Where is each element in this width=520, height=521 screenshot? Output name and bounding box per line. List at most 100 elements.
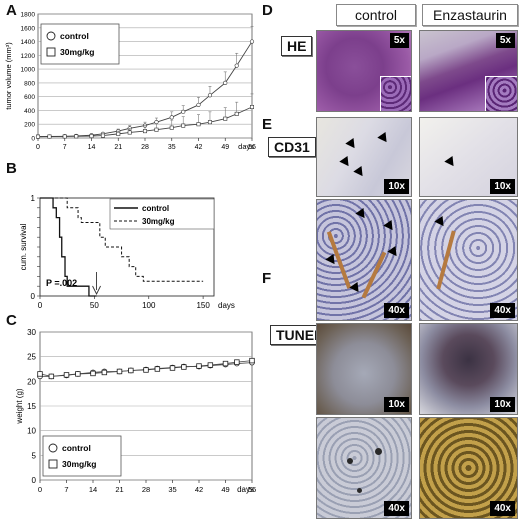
data-point xyxy=(128,367,134,374)
x-tick-label: 21 xyxy=(114,144,122,151)
x-tick-label: 49 xyxy=(221,485,229,494)
mag-label: 5x xyxy=(389,33,409,48)
legend: control 30mg/kg xyxy=(42,435,122,477)
cd31-control-10x-image: 10x xyxy=(316,117,412,197)
survival-chart: 0 1 0 50 100 150 days cum. survival P =.002 contr… xyxy=(19,194,235,310)
data-point xyxy=(234,111,239,116)
data-point xyxy=(127,130,132,135)
y-tick-label: 400 xyxy=(24,108,35,115)
he-enzastaurin-inset xyxy=(484,76,517,111)
cd31-enzastaurin-10x-image: 10x xyxy=(419,117,518,197)
x-tick-label: 14 xyxy=(89,485,97,494)
mag-label: 5x xyxy=(495,33,515,48)
y-tick-label: 20 xyxy=(27,377,36,386)
x-tick-label: 56 xyxy=(248,485,256,494)
mag-label: 40x xyxy=(490,501,515,516)
mag-label: 10x xyxy=(490,179,515,194)
data-point xyxy=(223,80,228,85)
mag-label: 10x xyxy=(490,397,515,412)
x-tick-label: 42 xyxy=(195,485,203,494)
data-point xyxy=(207,362,214,368)
y-tick-label: 25 xyxy=(27,353,36,362)
data-point xyxy=(116,131,121,136)
x-tick-label: 150 xyxy=(196,301,210,310)
x-axis-label: days xyxy=(218,301,235,310)
vessel-stain xyxy=(436,230,456,290)
legend-marker-30mg xyxy=(48,459,58,469)
row-label-tunel: TUNEL xyxy=(270,325,329,345)
y-axis-label: weight (g) xyxy=(15,388,24,424)
y-tick-label: 15 xyxy=(27,402,36,411)
legend-marker-control xyxy=(46,31,56,41)
y-tick-label: 0 xyxy=(31,292,36,301)
tunel-control-40x-image: 40x xyxy=(316,417,412,519)
x-tick-label: 21 xyxy=(115,485,123,494)
survival-curve-0 xyxy=(40,197,97,297)
data-point xyxy=(196,122,201,127)
arrow-head-icon xyxy=(92,285,101,296)
arrowhead-icon xyxy=(444,155,458,170)
x-tick-label: 50 xyxy=(90,301,99,310)
legend-label-30mg: 30mg/kg xyxy=(62,459,97,469)
y-tick-label: 1800 xyxy=(21,12,36,19)
data-point xyxy=(169,125,174,130)
data-point xyxy=(223,116,228,121)
x-tick-label: 35 xyxy=(168,144,176,151)
legend-label-control: control xyxy=(60,31,89,41)
arrowhead-icon xyxy=(349,281,363,296)
y-tick-label: 30 xyxy=(27,328,36,337)
y-tick-label: 1600 xyxy=(21,25,36,32)
he-control-image: 5x xyxy=(316,30,412,112)
y-tick-label: 0 xyxy=(31,136,35,143)
mag-label: 40x xyxy=(384,303,409,318)
mag-label: 40x xyxy=(384,501,409,516)
tumor-volume-chart: 0 200 400 600 800 1000 1200 1400 1600 1800 0 7 14 21 2… xyxy=(4,12,256,152)
x-tick-label: 7 xyxy=(63,144,67,151)
arrowhead-icon xyxy=(355,207,369,222)
data-point xyxy=(48,373,55,380)
x-tick-label: 49 xyxy=(221,144,229,151)
panel-letter-f: F xyxy=(262,270,272,287)
data-point xyxy=(143,129,148,134)
data-point xyxy=(90,370,96,377)
data-point xyxy=(169,115,174,120)
legend-label-control: control xyxy=(142,204,169,213)
mag-label: 10x xyxy=(384,397,409,412)
x-tick-label: 0 xyxy=(36,144,40,151)
x-tick-label: 35 xyxy=(168,485,176,494)
legend-box xyxy=(42,435,122,477)
x-tick-label: 56 xyxy=(248,144,256,151)
data-point xyxy=(35,134,40,139)
arrowhead-icon xyxy=(339,155,353,170)
data-point xyxy=(63,372,70,378)
legend-label-30mg: 30mg/kg xyxy=(142,217,175,226)
survival-curve-1 xyxy=(40,197,204,282)
apoptotic-cell xyxy=(375,448,382,455)
x-tick-label: 28 xyxy=(142,485,150,494)
arrowhead-icon xyxy=(345,137,359,152)
arrowhead-icon xyxy=(383,219,397,234)
x-tick-label: 42 xyxy=(195,144,203,151)
tunel-enzastaurin-10x-image: 10x xyxy=(419,323,518,415)
data-point xyxy=(222,360,229,367)
vessel-stain xyxy=(361,251,387,299)
data-point xyxy=(116,368,123,375)
tunel-control-10x-image: 10x xyxy=(316,323,412,415)
y-tick-label: 200 xyxy=(24,122,35,129)
x-axis-label: days xyxy=(238,142,254,151)
y-tick-label: 800 xyxy=(24,80,35,87)
data-point xyxy=(207,93,213,98)
data-point xyxy=(234,359,240,365)
x-tick-label: 28 xyxy=(141,144,149,151)
p-value-annotation: P =.002 xyxy=(46,278,77,288)
data-point xyxy=(62,134,67,139)
data-point xyxy=(196,102,201,108)
data-point xyxy=(249,39,255,44)
x-axis-label: days xyxy=(237,485,254,494)
data-point xyxy=(169,365,176,371)
arrowhead-icon xyxy=(434,215,448,230)
data-point xyxy=(37,371,43,377)
legend-box xyxy=(40,23,120,65)
data-point xyxy=(154,366,161,372)
